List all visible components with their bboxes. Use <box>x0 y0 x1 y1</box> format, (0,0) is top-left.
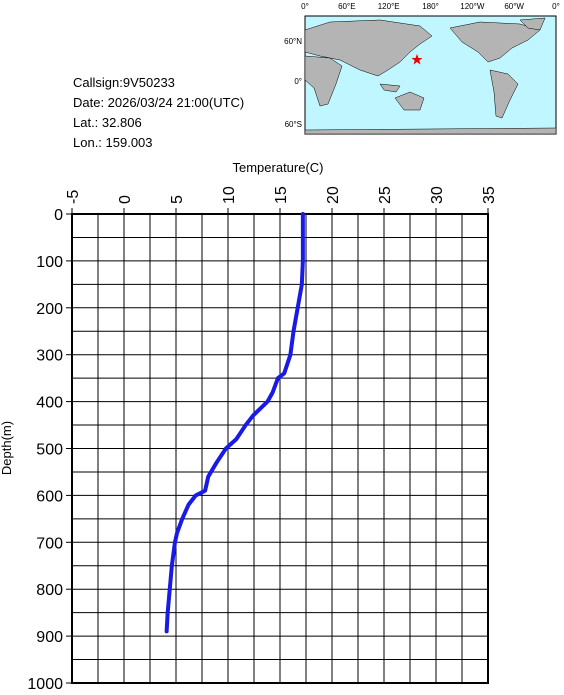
info-line: Lon.: 159.003 <box>73 135 153 150</box>
map-lon-label: 120°E <box>378 2 400 11</box>
y-tick-label: 400 <box>36 395 63 412</box>
x-tick-label: -5 <box>65 190 82 204</box>
location-star <box>411 54 423 65</box>
y-tick-label: 0 <box>54 207 63 224</box>
y-tick-label: 700 <box>36 535 63 552</box>
land <box>304 17 557 135</box>
y-axis-label: Depth(m) <box>0 421 14 475</box>
map-lat-label: 60°N <box>284 37 302 46</box>
x-tick-label: 10 <box>221 186 238 204</box>
x-axis-label: Temperature(C) <box>232 160 323 175</box>
y-tick-label: 300 <box>36 348 63 365</box>
map-lat-label: 60°S <box>285 120 302 129</box>
y-tick-label: 200 <box>36 301 63 318</box>
info-line: Date: 2026/03/24 21:00(UTC) <box>73 95 244 110</box>
map-lon-label: 0° <box>552 2 560 11</box>
y-tick-label: 1000 <box>27 676 63 690</box>
x-tick-label: 30 <box>429 186 446 204</box>
y-tick-label: 100 <box>36 254 63 271</box>
info-line: Callsign:9V50233 <box>73 75 175 90</box>
map-lat-label: 0° <box>294 77 302 86</box>
map-lon-label: 180° <box>422 2 439 11</box>
x-tick-label: 15 <box>273 186 290 204</box>
map-lon-label: 0° <box>301 2 309 11</box>
info-line: Lat.: 32.806 <box>73 115 142 130</box>
x-tick-label: 5 <box>169 195 186 204</box>
map-lon-label: 60°W <box>504 2 524 11</box>
y-tick-label: 600 <box>36 488 63 505</box>
y-tick-label: 900 <box>36 629 63 646</box>
x-tick-label: 0 <box>117 195 134 204</box>
map-lon-label: 60°E <box>338 2 355 11</box>
map-lon-label: 120°W <box>460 2 485 11</box>
grid <box>71 213 489 684</box>
x-tick-label: 25 <box>377 186 394 204</box>
y-tick-label: 500 <box>36 442 63 459</box>
y-tick-label: 800 <box>36 582 63 599</box>
x-tick-label: 35 <box>481 186 498 204</box>
temperature-profile <box>164 212 305 634</box>
world-map <box>304 15 557 135</box>
x-tick-label: 20 <box>325 186 342 204</box>
